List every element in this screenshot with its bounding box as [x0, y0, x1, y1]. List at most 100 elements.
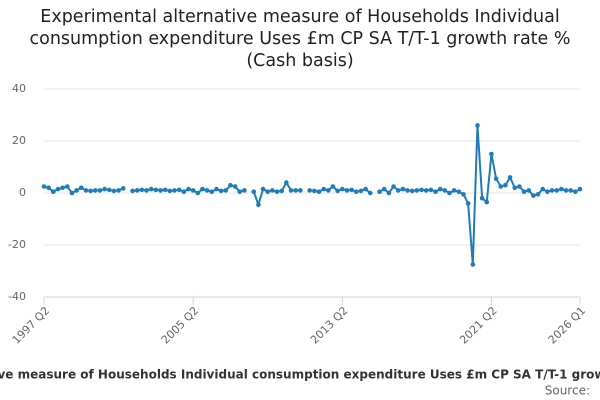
point	[298, 188, 303, 193]
point	[353, 189, 359, 194]
point	[218, 188, 224, 194]
point	[484, 199, 490, 205]
point	[51, 189, 56, 194]
point	[134, 188, 140, 193]
point	[242, 188, 247, 193]
point	[423, 188, 429, 193]
point	[363, 186, 368, 192]
point	[470, 262, 476, 267]
point	[456, 189, 462, 194]
point	[316, 189, 322, 194]
point	[405, 188, 410, 193]
point	[158, 188, 163, 193]
point	[260, 186, 266, 192]
point	[437, 186, 443, 192]
point	[409, 188, 415, 194]
point	[507, 175, 513, 180]
point	[563, 188, 569, 193]
point	[223, 188, 229, 193]
point	[148, 186, 154, 192]
point	[92, 188, 98, 193]
point	[116, 188, 121, 193]
point	[270, 188, 275, 193]
point	[288, 188, 294, 193]
point	[521, 189, 527, 194]
point	[120, 186, 126, 191]
y-tick-label: -20	[8, 238, 26, 251]
point	[256, 202, 261, 207]
chart-title: Experimental alternative measure of Hous…	[29, 7, 571, 71]
point	[489, 151, 494, 157]
point	[326, 188, 331, 193]
point	[111, 188, 117, 194]
point	[144, 188, 149, 193]
point	[232, 184, 238, 189]
point	[377, 189, 382, 194]
point	[335, 188, 340, 194]
point	[433, 189, 438, 194]
point	[172, 188, 177, 193]
point	[55, 186, 61, 192]
point	[447, 190, 452, 196]
point	[503, 182, 508, 188]
point	[391, 184, 396, 189]
point	[60, 185, 65, 191]
point	[498, 184, 504, 189]
point	[386, 190, 392, 196]
point	[512, 185, 518, 191]
point	[139, 187, 145, 193]
y-tick-label: 0	[19, 186, 26, 199]
point	[284, 180, 289, 185]
y-tick-label: 20	[12, 134, 26, 147]
point	[274, 189, 280, 194]
point	[251, 189, 257, 194]
y-tick-label: 40	[12, 82, 26, 95]
point	[349, 187, 354, 193]
point	[358, 188, 364, 194]
y-tick-label: -40	[8, 290, 26, 303]
point	[307, 188, 312, 193]
point	[167, 188, 173, 194]
point	[367, 190, 373, 196]
point	[573, 189, 578, 194]
point	[545, 189, 550, 194]
point	[493, 176, 499, 181]
point	[312, 188, 317, 194]
point	[465, 201, 471, 206]
point	[293, 188, 298, 193]
point	[78, 185, 84, 191]
point	[419, 187, 424, 193]
point	[381, 186, 387, 192]
point	[88, 188, 93, 194]
point	[549, 188, 555, 193]
point	[517, 184, 522, 189]
point	[214, 186, 219, 192]
point	[279, 188, 285, 194]
point	[162, 187, 168, 193]
point	[41, 184, 47, 189]
point	[106, 187, 112, 193]
point	[339, 186, 345, 192]
point	[479, 195, 485, 201]
point	[554, 188, 559, 193]
x-tick-label: 1997 Q2	[10, 304, 53, 347]
point	[176, 187, 182, 193]
point	[531, 193, 536, 198]
point	[344, 188, 350, 193]
point	[414, 188, 420, 193]
point	[540, 186, 546, 192]
point	[321, 186, 326, 192]
x-tick-label: 2005 Q2	[159, 304, 202, 347]
point	[46, 185, 51, 191]
x-tick-label: 2013 Q2	[308, 304, 351, 347]
point	[461, 192, 466, 197]
point	[428, 187, 434, 193]
point	[395, 188, 401, 193]
point	[200, 186, 205, 192]
point	[265, 189, 271, 194]
source: Source:	[545, 384, 590, 398]
point	[228, 182, 233, 188]
point	[181, 189, 187, 194]
point	[559, 186, 564, 192]
